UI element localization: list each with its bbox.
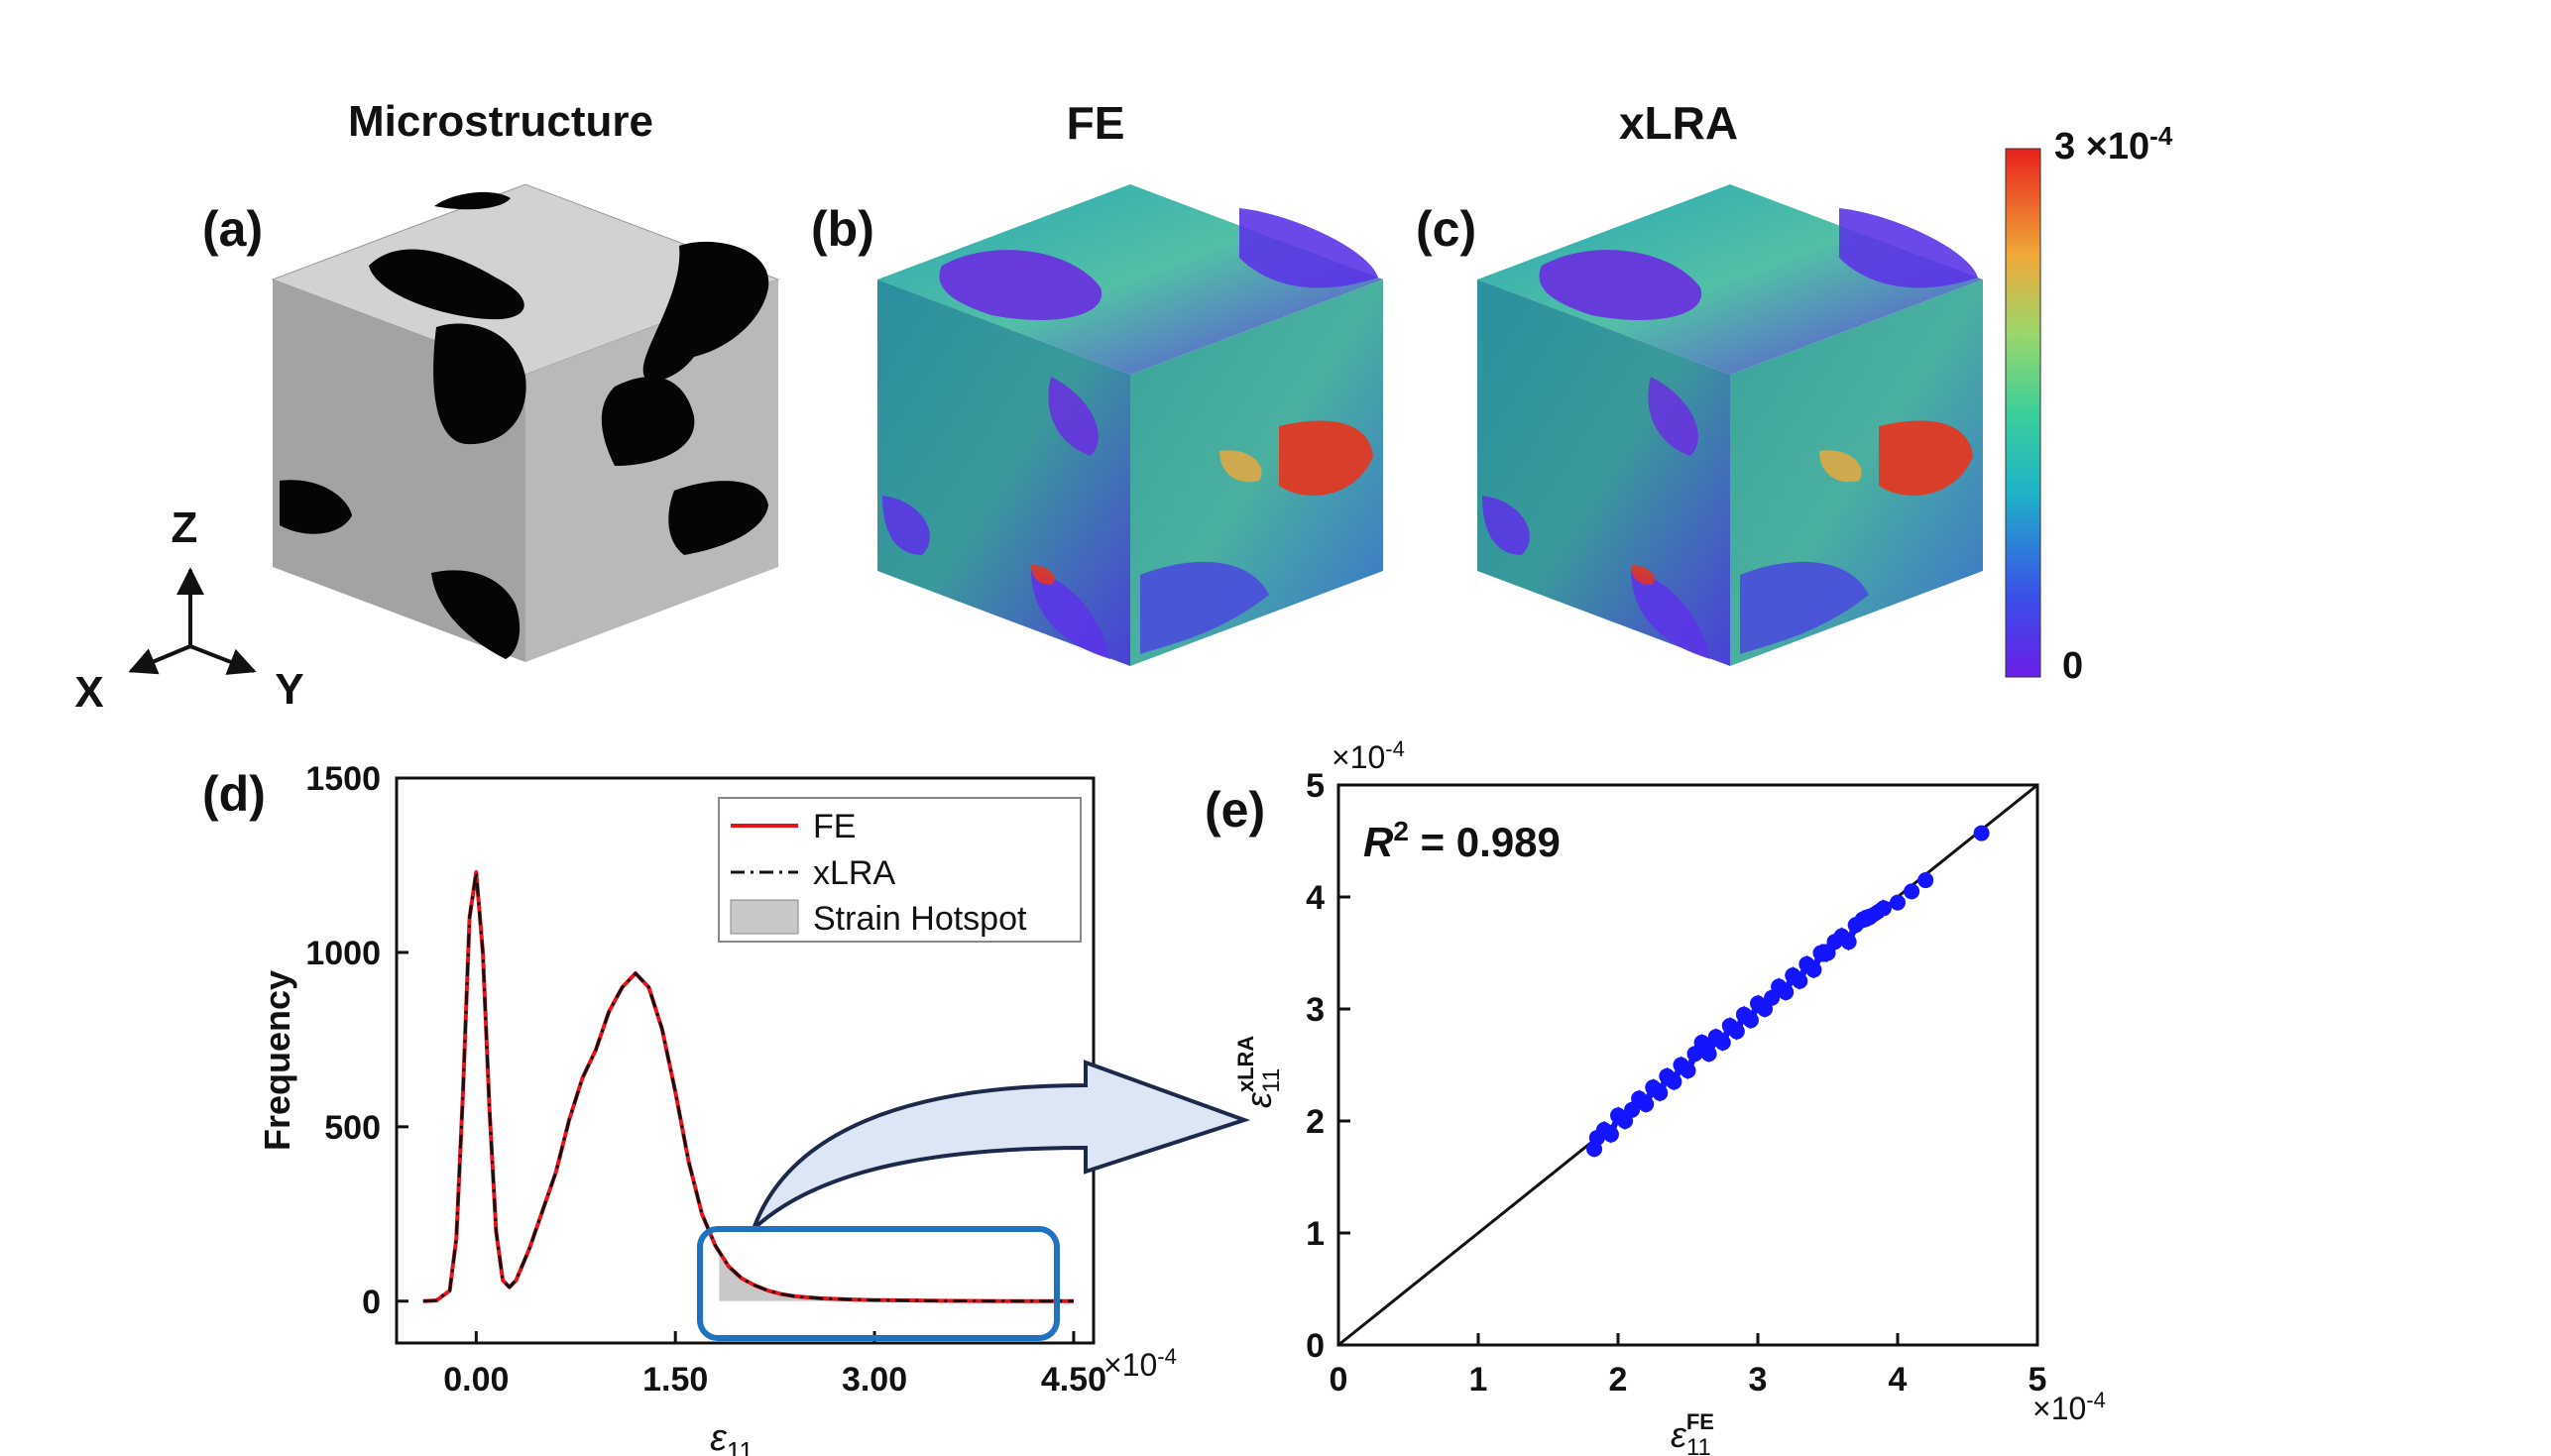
scatter-right-multiplier: ×10-4	[2032, 1388, 2106, 1426]
hotspot-shaded-area	[719, 1251, 1074, 1301]
legend-label-fe: FE	[813, 808, 856, 845]
scatter-point	[1840, 934, 1857, 951]
axis-x-label: X	[74, 668, 103, 717]
scatter-top-multiplier: ×10-4	[1332, 736, 1405, 775]
histogram-plot-area: 0 500 1000 1500 0.00 1.50 3.00 4.50 FE xLRA Strain…	[305, 760, 1106, 1399]
panel-d: (d) 0 500 1000 1500 0.00 1.50 3.00 4.50 FE xLRA St…	[202, 760, 1251, 1456]
scatter-point	[1861, 909, 1878, 926]
y-tick-label: 0	[362, 1284, 381, 1321]
scatter-point	[1680, 1063, 1696, 1079]
colorbar: 3 ×10-4 0	[2005, 121, 2173, 687]
axis-y-label: Y	[275, 665, 303, 714]
panel-c-title: xLRA	[1619, 97, 1738, 149]
panel-b-title: FE	[1067, 97, 1125, 149]
scatter-point	[1742, 1012, 1759, 1029]
microstructure-cube	[271, 183, 780, 662]
scatter-point	[1602, 1126, 1619, 1143]
panel-d-label: (d)	[202, 766, 266, 822]
panel-c: xLRA (c)	[1416, 97, 1983, 666]
axis-z-label: Z	[172, 504, 198, 552]
x-tick-label: 1	[1469, 1361, 1488, 1399]
colorbar-max-label: 3 ×10-4	[2054, 121, 2173, 168]
scatter-xlabel: εFE 11	[1671, 1409, 1714, 1456]
scatter-point	[1652, 1084, 1669, 1101]
scatter-plot-area: 0 1 2 3 4 5 0 1 2 3 4 5	[1306, 767, 2046, 1399]
scatter-point	[1666, 1073, 1682, 1090]
panel-b-label: (b)	[811, 201, 874, 257]
scatter-point	[1700, 1046, 1717, 1063]
panel-a-label: (a)	[202, 201, 263, 257]
y-tick-label: 2	[1306, 1103, 1325, 1141]
series-line-xlra	[422, 870, 1074, 1303]
fe-strain-cube	[877, 184, 1383, 666]
scatter-point	[1805, 961, 1822, 978]
x-tick-label: 1.50	[642, 1361, 708, 1399]
histogram-x-multiplier: ×10-4	[1103, 1344, 1177, 1383]
scatter-point	[1638, 1096, 1655, 1113]
y-tick-label: 4	[1306, 879, 1325, 917]
panel-e-label: (e)	[1205, 782, 1265, 838]
y-tick-label: 5	[1306, 767, 1325, 805]
y-tick-label: 1	[1306, 1215, 1325, 1253]
y-tick-label: 500	[324, 1109, 381, 1147]
y-tick-label: 1000	[305, 935, 381, 972]
histogram-xlabel: ε11	[710, 1417, 754, 1456]
scatter-point	[1714, 1034, 1731, 1051]
scatter-point	[1973, 825, 1990, 841]
y-tick-label: 1500	[305, 760, 381, 798]
x-tick-label: 0.00	[443, 1361, 509, 1399]
panel-a-title: Microstructure	[348, 97, 653, 146]
scatter-point	[1875, 900, 1892, 917]
x-tick-label: 0	[1330, 1361, 1348, 1399]
y-tick-label: 3	[1306, 991, 1325, 1029]
hotspot-highlight-box	[697, 1226, 1060, 1341]
scatter-frame	[1336, 783, 2039, 1347]
panel-a: Microstructure (a) Z X Y	[74, 97, 780, 717]
panel-b: FE (b)	[811, 97, 1383, 666]
y-tick-label: 0	[1306, 1327, 1325, 1365]
xlra-strain-cube	[1477, 184, 1983, 666]
x-tick-label: 2	[1609, 1361, 1628, 1399]
x-tick-label: 4.50	[1041, 1361, 1106, 1399]
panel-c-label: (c)	[1416, 201, 1476, 257]
x-tick-label: 5	[2029, 1361, 2047, 1399]
x-tick-label: 3.00	[842, 1361, 907, 1399]
legend-label-xlra: xLRA	[813, 854, 895, 892]
legend-label-hotspot: Strain Hotspot	[813, 900, 1027, 938]
x-tick-label: 4	[1889, 1361, 1908, 1399]
x-tick-label: 3	[1749, 1361, 1768, 1399]
scatter-point	[1792, 972, 1808, 989]
colorbar-gradient	[2005, 148, 2041, 678]
hotspot-callout-arrow	[752, 1060, 1251, 1231]
scatter-point	[1890, 894, 1906, 911]
scatter-point	[1778, 984, 1795, 1001]
histogram-frame	[395, 776, 1096, 1345]
colorbar-min-label: 0	[2062, 645, 2083, 687]
scatter-point	[1904, 883, 1920, 900]
scatter-point	[1728, 1023, 1745, 1040]
scatter-point	[1917, 872, 1934, 889]
histogram-ylabel: Frequency	[257, 970, 297, 1151]
legend-swatch-hotspot	[730, 899, 799, 935]
scatter-r2-label: R2 = 0.989	[1363, 816, 1561, 865]
coordinate-axes	[128, 567, 257, 675]
scatter-ylabel: εxLRA11	[1233, 1036, 1285, 1108]
